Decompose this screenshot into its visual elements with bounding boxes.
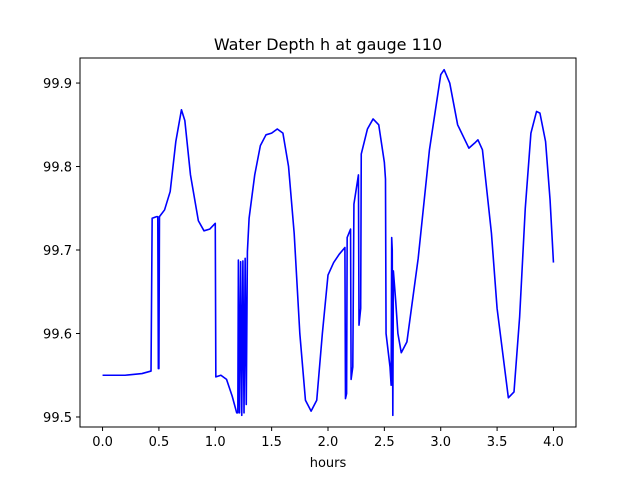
x-tick-label: 4.0 <box>543 435 564 450</box>
plot-line-layer <box>102 68 555 417</box>
chart-title: Water Depth h at gauge 110 <box>214 35 442 54</box>
y-axis: 99.5 99.6 99.7 99.8 99.9 <box>43 77 80 426</box>
x-tick-label: 1.0 <box>205 435 226 450</box>
x-axis-label: hours <box>310 456 347 471</box>
x-tick-label: 0.5 <box>149 435 170 450</box>
x-tick-label: 1.5 <box>261 435 282 450</box>
y-tick-label: 99.9 <box>43 77 72 92</box>
series-line <box>102 68 555 417</box>
x-tick-label: 2.0 <box>318 435 339 450</box>
x-tick-label: 3.0 <box>430 435 451 450</box>
y-tick-label: 99.7 <box>43 244 72 259</box>
y-tick-label: 99.6 <box>43 327 72 342</box>
x-tick-label: 3.5 <box>487 435 508 450</box>
y-tick-label: 99.8 <box>43 161 72 176</box>
x-tick-label: 2.5 <box>374 435 395 450</box>
y-tick-label: 99.5 <box>43 411 72 426</box>
x-axis: 0.0 0.5 1.0 1.5 2.0 2.5 3.0 3.5 4.0 <box>92 427 564 450</box>
x-tick-label: 0.0 <box>92 435 113 450</box>
